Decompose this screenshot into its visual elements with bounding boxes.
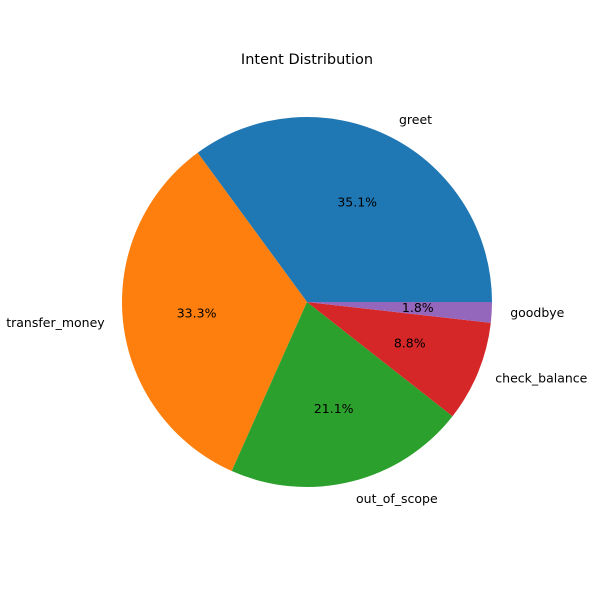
pie-slice-out-of-scope bbox=[231, 302, 453, 488]
percent-label-transfer-money: 33.3% bbox=[177, 305, 217, 320]
category-label-greet: greet bbox=[399, 112, 432, 127]
percent-labels: 35.1% 33.3% 21.1% 8.8% 1.8% bbox=[177, 195, 434, 417]
pie-slice-check-balance bbox=[307, 302, 491, 417]
pie-slice-goodbye bbox=[307, 302, 492, 323]
percent-label-out-of-scope: 21.1% bbox=[314, 401, 354, 416]
pie-slices bbox=[122, 117, 492, 488]
percent-label-check-balance: 8.8% bbox=[394, 336, 426, 351]
category-label-goodbye: goodbye bbox=[510, 305, 564, 320]
category-label-transfer-money: transfer_money bbox=[6, 315, 105, 330]
percent-label-goodbye: 1.8% bbox=[402, 300, 434, 315]
category-labels: greet transfer_money out_of_scope check_bal… bbox=[6, 112, 587, 506]
pie-slice-transfer-money bbox=[122, 152, 307, 471]
chart-title: Intent Distribution bbox=[241, 52, 373, 68]
category-label-check-balance: check_balance bbox=[495, 371, 587, 386]
pie-slice-greet bbox=[197, 117, 492, 302]
category-label-out-of-scope: out_of_scope bbox=[356, 491, 438, 506]
percent-label-greet: 35.1% bbox=[337, 195, 377, 210]
